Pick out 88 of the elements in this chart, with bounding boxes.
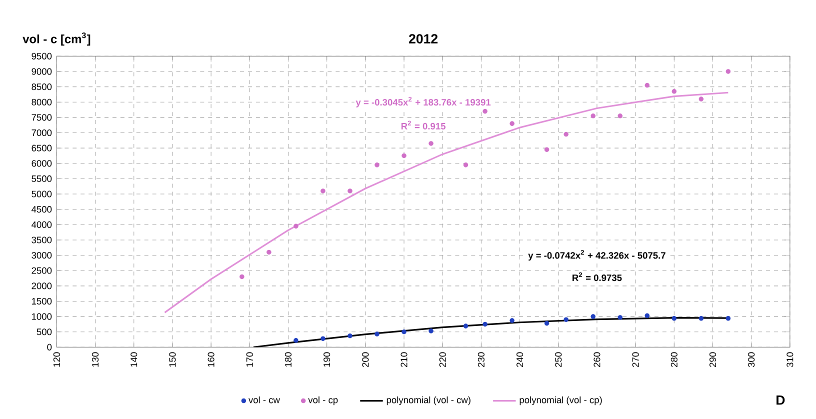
legend-label: polynomial (vol - cw) (386, 396, 470, 406)
annotation: y = -0.0742x$^{2}$ + 42.326x - 5075.7 (528, 250, 666, 261)
x-tick-label: 270 (632, 352, 639, 367)
x-tick-label: 300 (748, 352, 755, 368)
point (482, 108, 488, 114)
x-tick-label: 310 (786, 352, 794, 368)
point (463, 324, 468, 328)
point (698, 316, 704, 321)
legend-label: polynomial (vol - cp) (520, 396, 602, 406)
point (320, 336, 326, 341)
point (726, 69, 731, 74)
point (294, 338, 298, 343)
point (402, 153, 406, 158)
x-tick-label: 240 (516, 352, 524, 367)
point (564, 317, 568, 322)
x-tick-label: 260 (594, 352, 600, 367)
point (374, 332, 380, 336)
x-tick-label: 250 (555, 352, 562, 367)
point (266, 250, 272, 255)
x-tick-label: 210 (400, 352, 408, 367)
y-tick-label: 5500 (32, 175, 52, 182)
point (644, 82, 650, 88)
y-tick-label: 1000 (32, 313, 52, 320)
point (510, 318, 514, 323)
point (698, 96, 704, 102)
x-tick-label: 220 (439, 352, 446, 367)
y-tick-label: 6500 (32, 144, 52, 152)
point (402, 329, 406, 334)
point (428, 141, 434, 146)
point (590, 114, 596, 118)
y-tick-label: 9500 (32, 52, 52, 60)
annotation: R$^{2}$ = 0.9735 (572, 272, 622, 282)
x-tick-label: 120 (53, 352, 60, 367)
annotation: R$^{2}$ = 0.915 (401, 120, 446, 130)
point (544, 147, 550, 152)
y-tick-label: 5000 (32, 190, 52, 198)
point (618, 114, 623, 118)
point (320, 188, 326, 194)
y-tick-label: 7500 (32, 114, 52, 121)
y-tick-label: 7000 (32, 129, 52, 136)
y-tick-label: 1500 (32, 298, 52, 305)
x-tick-label: 200 (362, 352, 369, 367)
point (428, 328, 434, 334)
x-tick-label: 190 (324, 352, 330, 367)
annotation: y = -0.3045x$^{2}$ + 183.76x - 19391 (356, 96, 491, 108)
point (463, 162, 468, 168)
point (294, 224, 298, 229)
point (726, 316, 731, 321)
x-tick-label: 280 (670, 352, 678, 367)
point (510, 121, 514, 126)
point (644, 313, 650, 318)
y-tick-label: 3500 (32, 236, 52, 244)
y-tick-label: 2500 (32, 267, 52, 274)
y-tick-label: 3000 (32, 252, 52, 259)
x-tick-label: 160 (208, 352, 214, 367)
point (590, 314, 596, 319)
point (564, 132, 568, 137)
y-tick-label: 6000 (32, 160, 52, 167)
x-tick-label: 180 (284, 352, 292, 367)
y-tick-label: 8000 (32, 98, 52, 106)
point (240, 274, 244, 280)
x-tick-label: 130 (92, 352, 99, 367)
point (482, 322, 488, 327)
y-tick-label: 9000 (32, 68, 52, 75)
point (544, 320, 550, 326)
y-tick-label: 4500 (32, 206, 52, 213)
chart-title: 2012 (408, 34, 438, 44)
y-tick-label: 500 (36, 328, 52, 336)
point (374, 162, 380, 168)
x-tick-label: 140 (130, 352, 138, 367)
legend-label: vol - cp (308, 396, 338, 406)
legend-label: vol - cw (248, 396, 280, 404)
x-axis-title: D (776, 396, 785, 405)
x-tick-label: 150 (169, 352, 176, 367)
point (618, 315, 623, 320)
y-tick-label: 2000 (32, 282, 52, 290)
line-series (164, 92, 729, 314)
y-tick-label: 0 (47, 344, 52, 350)
point (348, 188, 352, 194)
point (672, 89, 677, 94)
y-tick-label: 4000 (32, 221, 52, 228)
point (348, 333, 352, 338)
x-tick-label: 170 (246, 352, 253, 367)
x-tick-label: 230 (478, 352, 484, 367)
x-tick-label: 290 (709, 352, 716, 367)
y-axis-title: vol - c [cm$^{3}$] (22, 32, 90, 46)
y-tick-label: 8500 (32, 84, 52, 90)
point (672, 316, 677, 321)
